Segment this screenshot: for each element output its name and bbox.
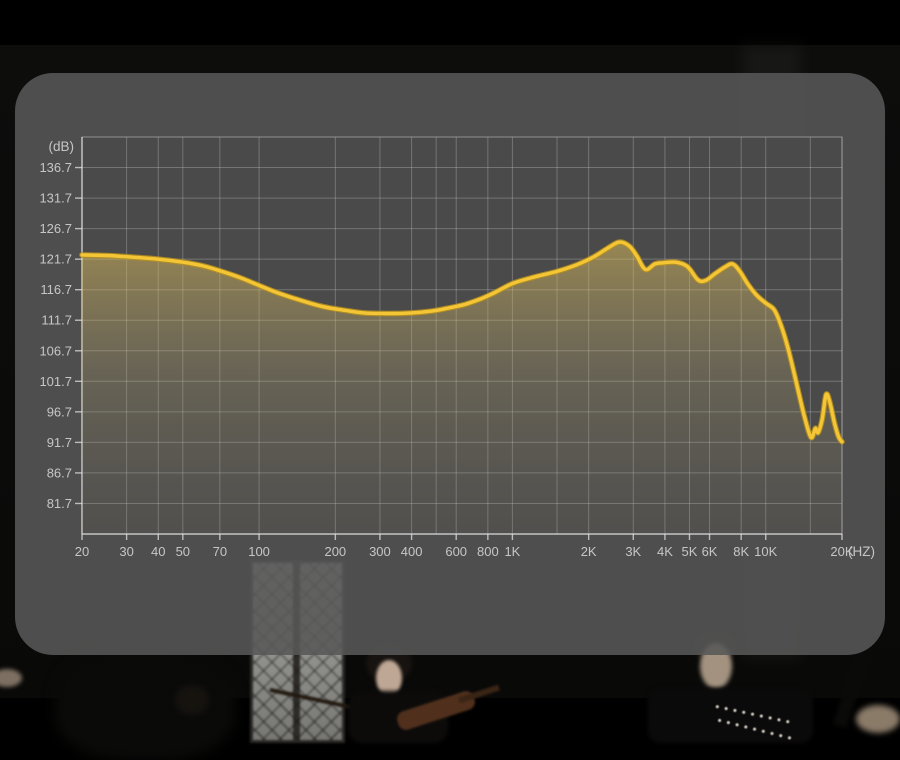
left-musician-hand xyxy=(0,669,22,687)
right-musician-hand xyxy=(856,705,900,733)
left-musician-head xyxy=(175,685,209,715)
violinist-face xyxy=(376,660,402,696)
product-frequency-response-screen: { "chart_data": { "type": "line", "title… xyxy=(0,45,900,745)
chart-panel-card xyxy=(15,73,885,655)
